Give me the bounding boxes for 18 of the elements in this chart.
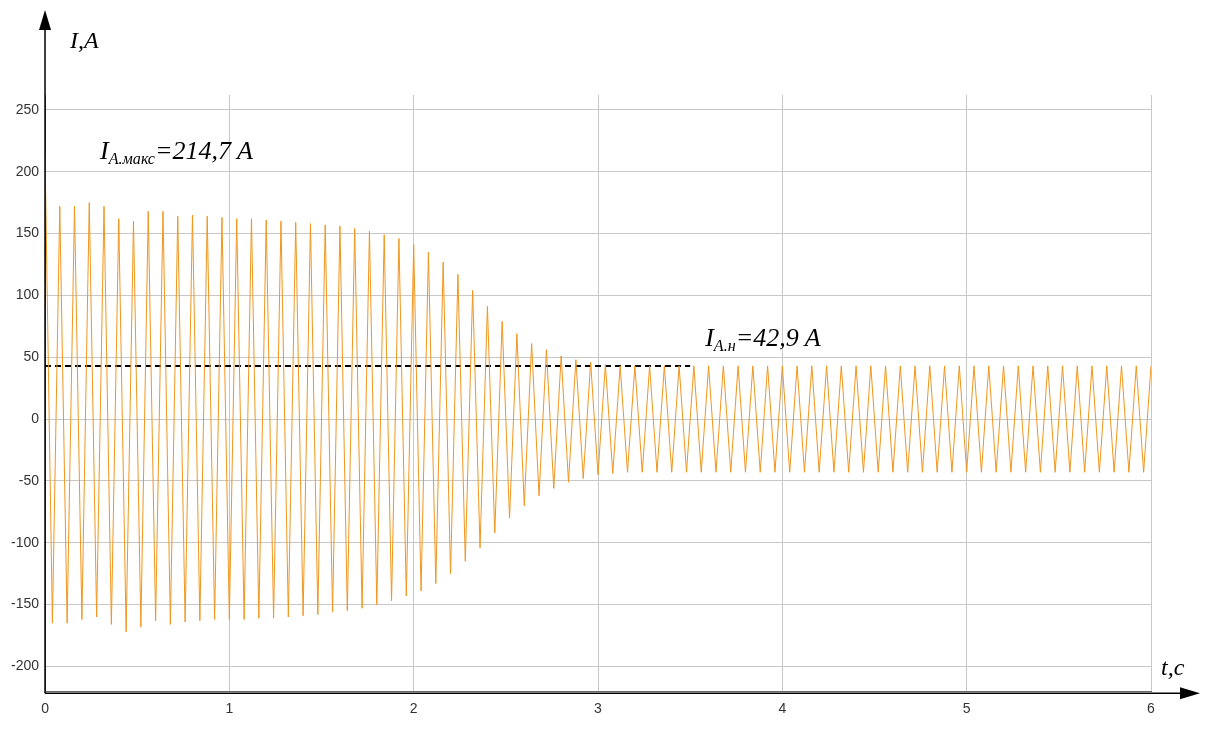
y-tick-label: -200 bbox=[10, 657, 40, 674]
y-tick-label: 50 bbox=[23, 348, 40, 365]
y-tick-label: -100 bbox=[10, 533, 40, 550]
x-tick-label: 2 bbox=[409, 700, 418, 717]
x-tick-label: 6 bbox=[1147, 700, 1156, 717]
y-axis-title: I,A bbox=[69, 27, 100, 53]
y-tick-label: 0 bbox=[31, 409, 40, 426]
y-tick-label: -50 bbox=[18, 471, 40, 488]
x-tick-label: 5 bbox=[962, 700, 971, 717]
y-tick-label: 200 bbox=[15, 162, 40, 179]
y-tick-label: 250 bbox=[15, 100, 40, 117]
y-tick-label: -150 bbox=[10, 595, 40, 612]
y-tick-label: 150 bbox=[15, 224, 40, 241]
x-axis-title: t,c bbox=[1161, 654, 1185, 681]
x-tick-label: 3 bbox=[594, 700, 603, 717]
y-tick-label: 100 bbox=[15, 286, 40, 303]
x-tick-label: 1 bbox=[225, 700, 234, 717]
x-tick-label: 4 bbox=[778, 700, 787, 717]
